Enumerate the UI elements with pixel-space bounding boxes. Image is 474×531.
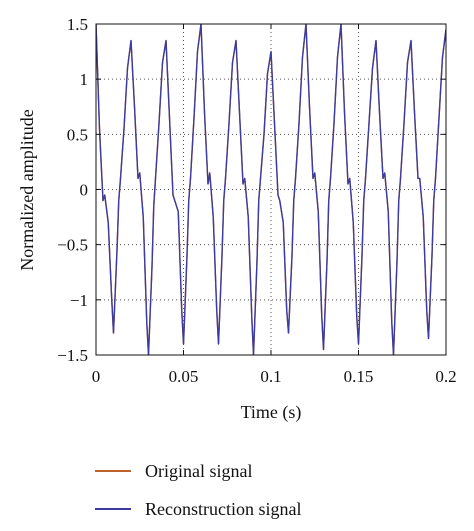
x-axis-label: Time (s) — [241, 402, 302, 423]
legend-item-original: Original signal — [95, 452, 301, 490]
legend-label-original: Original signal — [145, 460, 253, 481]
x-tick-label: 0.2 — [435, 367, 456, 386]
x-tick-label: 0.05 — [169, 367, 199, 386]
y-tick-label: 1.5 — [67, 15, 88, 34]
chart: 0 0.05 0.1 0.15 0.2 1.5 1 0.5 0 −0.5 −1 −1.5 Time … — [17, 15, 457, 423]
series-line-reconstruction — [96, 24, 446, 355]
tick-marks — [95, 23, 447, 356]
legend-item-reconstruction: Reconstruction signal — [95, 490, 301, 528]
x-tick-labels: 0 0.05 0.1 0.15 0.2 — [92, 367, 457, 386]
y-tick-labels: 1.5 1 0.5 0 −0.5 −1 −1.5 — [57, 15, 88, 365]
legend-label-reconstruction: Reconstruction signal — [145, 498, 302, 519]
x-tick-label: 0 — [92, 367, 101, 386]
y-tick-label: 0.5 — [67, 125, 88, 144]
y-axis-label: Normalized amplitude — [17, 109, 37, 270]
y-tick-label: −1.5 — [57, 346, 88, 365]
grid-lines — [96, 24, 446, 355]
y-tick-label: −1 — [70, 291, 88, 310]
x-tick-label: 0.1 — [260, 367, 281, 386]
y-tick-label: 0 — [80, 181, 89, 200]
legend: Original signal Reconstruction signal — [95, 452, 301, 528]
y-tick-label: 1 — [80, 70, 89, 89]
series-layer — [96, 24, 446, 355]
y-tick-label: −0.5 — [57, 236, 88, 255]
x-tick-label: 0.15 — [344, 367, 374, 386]
legend-swatch-original — [95, 470, 131, 472]
legend-swatch-reconstruction — [95, 508, 131, 510]
